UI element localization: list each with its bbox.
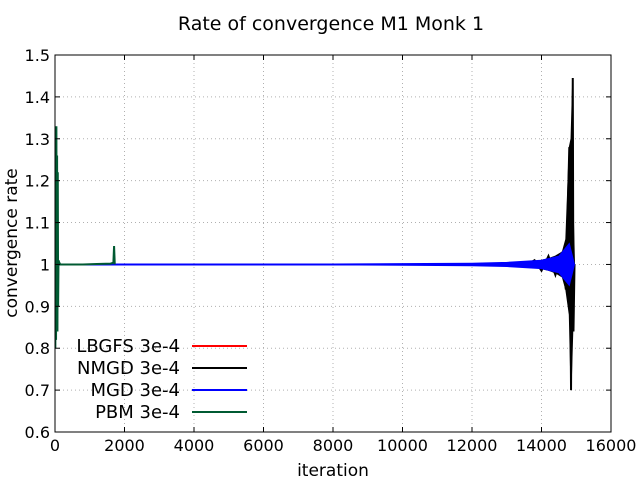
- y-tick-label: 1: [40, 255, 50, 274]
- x-tick-label: 0: [50, 436, 60, 455]
- y-tick-label: 0.8: [25, 339, 50, 358]
- chart-title: Rate of convergence M1 Monk 1: [178, 13, 484, 35]
- legend-label: PBM 3e-4: [95, 402, 180, 423]
- y-tick-label: 0.7: [25, 381, 50, 400]
- legend-label: LBGFS 3e-4: [76, 336, 180, 357]
- y-tick-label: 1.1: [25, 214, 50, 233]
- x-tick-label: 12000: [447, 436, 498, 455]
- y-tick-label: 0.9: [25, 297, 50, 316]
- legend-label: NMGD 3e-4: [77, 358, 180, 379]
- x-axis-label: iteration: [297, 461, 369, 480]
- y-tick-label: 1.3: [25, 130, 50, 149]
- y-axis-label: convergence rate: [2, 168, 22, 318]
- series-line: [55, 126, 116, 349]
- y-tick-label: 1.2: [25, 172, 50, 191]
- y-tick-label: 1.4: [25, 88, 50, 107]
- legend-label: MGD 3e-4: [90, 380, 180, 401]
- x-tick-label: 6000: [243, 436, 284, 455]
- x-tick-label: 16000: [586, 436, 637, 455]
- x-tick-label: 14000: [516, 436, 567, 455]
- x-tick-label: 2000: [104, 436, 145, 455]
- axis-ticks: 0 2000 4000 6000 8000 10000 12000 14000 16000 0.6…: [25, 46, 637, 455]
- x-tick-label: 4000: [174, 436, 215, 455]
- x-tick-label: 10000: [377, 436, 428, 455]
- y-tick-label: 1.5: [25, 46, 50, 65]
- x-tick-label: 8000: [313, 436, 354, 455]
- y-tick-label: 0.6: [25, 423, 50, 442]
